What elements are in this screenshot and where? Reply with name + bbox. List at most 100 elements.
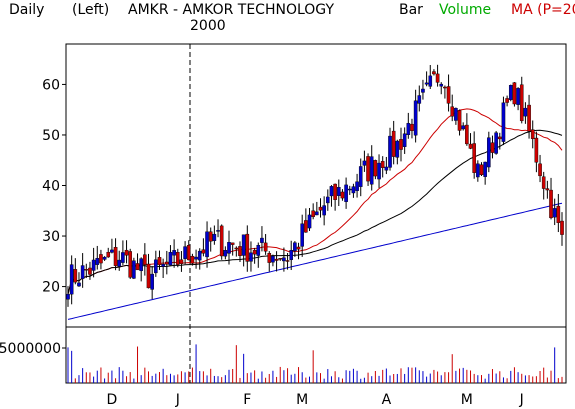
candle-body bbox=[377, 162, 381, 180]
candle bbox=[333, 183, 337, 211]
candle bbox=[366, 153, 370, 186]
candle-body bbox=[212, 233, 217, 241]
candle-body bbox=[443, 86, 447, 89]
candle-body bbox=[358, 166, 363, 187]
candle bbox=[186, 240, 191, 261]
candle-body bbox=[289, 250, 294, 260]
candle-body bbox=[512, 82, 517, 105]
y-tick-label: 50 bbox=[42, 128, 60, 144]
candle bbox=[523, 102, 528, 124]
candle bbox=[194, 249, 198, 269]
volume-legend: Volume bbox=[439, 2, 492, 18]
candle-body bbox=[541, 176, 546, 189]
candle-body bbox=[424, 82, 429, 85]
candle bbox=[534, 131, 539, 173]
candle-body bbox=[249, 252, 253, 262]
candle-body bbox=[380, 161, 385, 168]
candle bbox=[113, 238, 118, 271]
candle bbox=[223, 246, 228, 260]
candle-body bbox=[183, 246, 187, 259]
candle-body bbox=[479, 164, 484, 176]
candle bbox=[410, 118, 414, 139]
candle bbox=[216, 219, 220, 238]
candle bbox=[421, 79, 425, 100]
candle-body bbox=[326, 196, 330, 204]
candle-body bbox=[388, 135, 392, 168]
candle bbox=[175, 248, 180, 268]
candle-body bbox=[461, 125, 466, 130]
candle bbox=[102, 256, 107, 261]
candle-body bbox=[197, 250, 202, 261]
candle-body bbox=[164, 261, 169, 265]
candle-body bbox=[132, 260, 136, 279]
candle-body bbox=[351, 186, 356, 194]
candle-body bbox=[263, 242, 268, 252]
candle bbox=[362, 150, 367, 172]
candle-body bbox=[175, 252, 180, 265]
candle bbox=[241, 234, 246, 267]
candle bbox=[468, 133, 473, 150]
candle bbox=[384, 156, 389, 175]
candle bbox=[143, 243, 147, 276]
candle-body bbox=[336, 187, 341, 196]
candle bbox=[391, 120, 396, 165]
candle bbox=[73, 258, 78, 285]
candle bbox=[161, 258, 165, 278]
candle-body bbox=[234, 247, 239, 250]
candle-body bbox=[417, 95, 422, 104]
candle bbox=[300, 214, 304, 257]
candle bbox=[95, 245, 100, 270]
ma-200-line bbox=[67, 202, 563, 320]
candle-body bbox=[307, 214, 312, 229]
candle bbox=[549, 177, 553, 220]
candle-body bbox=[150, 273, 154, 290]
candle bbox=[304, 208, 308, 233]
y-tick-label: 30 bbox=[42, 229, 60, 245]
candle-body bbox=[186, 245, 191, 261]
candle bbox=[457, 109, 462, 136]
candle bbox=[443, 85, 447, 99]
candle-body bbox=[161, 264, 165, 267]
candle bbox=[377, 154, 381, 188]
chart-type-label: Bar bbox=[399, 2, 423, 18]
candle bbox=[278, 258, 283, 261]
candle bbox=[146, 253, 151, 289]
candle-body bbox=[318, 206, 323, 211]
ma-legend: MA (P=20 bbox=[511, 2, 575, 18]
candle-body bbox=[179, 259, 184, 264]
candle bbox=[494, 130, 498, 155]
volume-panel-frame bbox=[65, 326, 567, 384]
candle bbox=[139, 257, 143, 282]
candle bbox=[190, 253, 195, 266]
candle-body bbox=[128, 251, 133, 278]
candle-body bbox=[333, 183, 337, 200]
chart-year: 2000 bbox=[190, 18, 226, 34]
candle-body bbox=[285, 260, 290, 262]
candle-body bbox=[205, 231, 209, 258]
candle bbox=[336, 179, 341, 207]
candle-body bbox=[560, 220, 564, 235]
candle bbox=[541, 171, 546, 200]
candle bbox=[245, 225, 250, 272]
candle bbox=[556, 193, 561, 233]
candle bbox=[373, 159, 378, 180]
candle-body bbox=[201, 249, 206, 254]
candle-body bbox=[88, 267, 92, 275]
candle-body bbox=[267, 253, 272, 263]
candle bbox=[435, 64, 440, 87]
candle bbox=[150, 266, 154, 300]
candle-body bbox=[523, 107, 528, 117]
candle bbox=[450, 94, 455, 122]
candle-body bbox=[399, 139, 403, 150]
candle-body bbox=[395, 140, 400, 158]
candle-body bbox=[252, 249, 257, 255]
candle-body bbox=[465, 124, 469, 145]
candle-body bbox=[245, 233, 250, 262]
candle-body bbox=[384, 166, 389, 171]
candle bbox=[318, 198, 323, 218]
ma-20-line bbox=[67, 108, 563, 295]
candle-body bbox=[344, 184, 348, 202]
candle-body bbox=[406, 123, 411, 135]
candle bbox=[197, 248, 202, 270]
header-scale: (Left) bbox=[72, 2, 110, 18]
